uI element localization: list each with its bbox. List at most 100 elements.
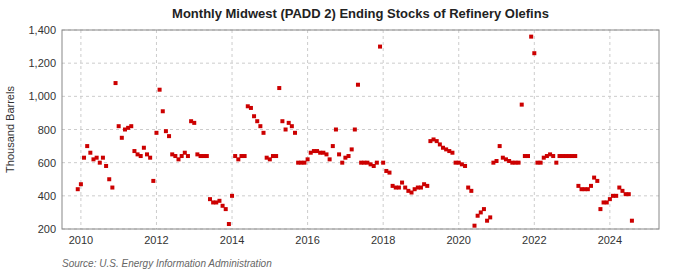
point (331, 144, 335, 148)
point (356, 83, 360, 87)
y-axis-label: Thousand Barrels (4, 86, 16, 173)
source-note: Source: U.S. Energy Information Administ… (62, 258, 272, 269)
point (88, 151, 92, 155)
x-tick-label: 2022 (522, 234, 546, 246)
point (551, 154, 555, 158)
point (520, 103, 524, 107)
point (110, 186, 114, 190)
grid-line-x (458, 30, 459, 229)
point (255, 119, 259, 123)
point (205, 154, 209, 158)
point (595, 179, 599, 183)
point (114, 81, 118, 85)
point (324, 152, 328, 156)
point (252, 114, 256, 118)
x-tick-label: 2012 (144, 234, 168, 246)
grid-line-x (307, 30, 308, 229)
point (186, 154, 190, 158)
point (243, 154, 247, 158)
point (482, 207, 486, 211)
point (101, 156, 105, 160)
point (589, 184, 593, 188)
point (151, 179, 155, 183)
point (306, 157, 310, 161)
point (353, 128, 357, 132)
point (463, 164, 467, 168)
point (227, 222, 231, 226)
point (82, 156, 86, 160)
point (192, 121, 196, 125)
y-tick-label: 600 (38, 157, 56, 169)
point (375, 161, 379, 165)
point (627, 192, 631, 196)
y-tick-label: 1,200 (28, 57, 56, 69)
point (158, 88, 162, 92)
point (262, 131, 266, 135)
point (249, 106, 253, 110)
point (400, 181, 404, 185)
point (258, 124, 262, 128)
point (378, 45, 382, 49)
point (450, 151, 454, 155)
points (76, 35, 634, 228)
grid-line-x (383, 30, 384, 229)
point (164, 129, 168, 133)
x-tick-label: 2024 (598, 234, 622, 246)
chart: 2004006008001,0001,2001,4002010201220142… (0, 0, 675, 275)
point (425, 184, 429, 188)
y-tick-label: 200 (38, 223, 56, 235)
point (598, 207, 602, 211)
point (107, 177, 111, 181)
grid-line-x (156, 30, 157, 229)
title: Monthly Midwest (PADD 2) Ending Stocks o… (172, 6, 549, 21)
point (350, 147, 354, 151)
point (381, 161, 385, 165)
x-tick-label: 2020 (446, 234, 470, 246)
point (95, 156, 99, 160)
point (488, 215, 492, 219)
point (526, 154, 530, 158)
x-tick-label: 2016 (295, 234, 319, 246)
point (139, 154, 143, 158)
grid-line-x (80, 30, 81, 229)
point (167, 134, 171, 138)
grid-line-y (62, 96, 659, 97)
point (148, 156, 152, 160)
point (495, 159, 499, 163)
point (85, 144, 89, 148)
point (517, 161, 521, 165)
point (387, 171, 391, 175)
point (284, 128, 288, 132)
point (293, 131, 297, 135)
point (472, 224, 476, 228)
y-tick-label: 400 (38, 190, 56, 202)
point (120, 136, 124, 140)
point (337, 152, 341, 156)
point (290, 124, 294, 128)
point (539, 161, 543, 165)
point (129, 124, 133, 128)
point (274, 154, 278, 158)
point (79, 182, 83, 186)
grid (62, 30, 659, 229)
y-tick-label: 1,400 (28, 24, 56, 36)
point (142, 146, 146, 150)
x-tick-label: 2010 (69, 234, 93, 246)
grid-line-y (62, 63, 659, 64)
point (614, 194, 618, 198)
x-tick-label: 2018 (371, 234, 395, 246)
point (98, 161, 102, 165)
point (529, 35, 533, 39)
point (161, 109, 165, 113)
point (154, 131, 158, 135)
grid-line-x (534, 30, 535, 229)
point (224, 207, 228, 211)
point (498, 144, 502, 148)
point (397, 186, 401, 190)
point (347, 154, 351, 158)
grid-line-x (232, 30, 233, 229)
point (104, 164, 108, 168)
point (554, 161, 558, 165)
point (328, 157, 332, 161)
point (334, 128, 338, 132)
